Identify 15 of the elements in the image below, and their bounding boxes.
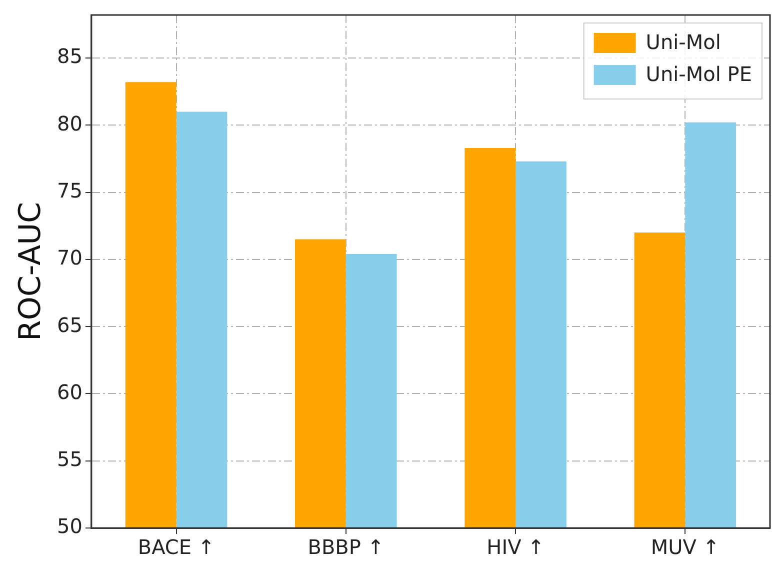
legend-label: Uni-Mol (646, 30, 721, 54)
x-tick-label: MUV ↑ (650, 535, 720, 560)
x-tick-label: HIV ↑ (486, 535, 544, 560)
x-tick-label: BBBP ↑ (308, 535, 384, 560)
legend-label: Uni-Mol PE (646, 62, 752, 86)
y-tick-label: 85 (56, 44, 82, 68)
y-tick-label: 65 (56, 312, 82, 337)
x-tick-label: BACE ↑ (138, 535, 215, 560)
y-tick-label: 50 (56, 514, 82, 538)
y-tick-label: 70 (56, 246, 82, 270)
y-axis-title: ROC-AUC (12, 202, 48, 341)
y-tick-label: 60 (56, 380, 82, 404)
y-tick-label: 80 (56, 111, 82, 136)
y-tick-label: 55 (56, 447, 82, 472)
y-tick-label: 75 (56, 178, 82, 202)
